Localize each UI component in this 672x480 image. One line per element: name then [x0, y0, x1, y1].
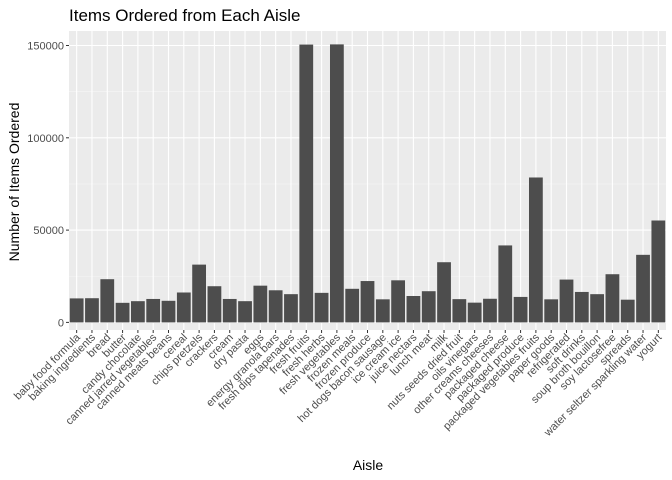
bar — [559, 279, 574, 323]
bar — [528, 177, 543, 323]
bar — [620, 299, 635, 323]
bar — [513, 296, 528, 323]
bar — [268, 290, 283, 323]
x-axis-title: Aisle — [353, 457, 384, 473]
bar — [437, 262, 451, 323]
bar — [69, 298, 84, 323]
bar — [590, 294, 605, 323]
bar — [391, 280, 406, 323]
y-axis-title: Number of Items Ordered — [6, 103, 22, 262]
bar — [452, 299, 467, 323]
bar — [483, 298, 497, 323]
bar — [329, 44, 344, 323]
y-tick-label: 150000 — [27, 41, 64, 53]
bar — [207, 286, 222, 323]
bar — [314, 292, 329, 323]
bar — [636, 254, 650, 323]
bar — [115, 302, 130, 323]
bar — [544, 299, 559, 323]
bar — [605, 274, 620, 323]
bar — [406, 296, 421, 323]
bar — [222, 298, 237, 323]
bar — [498, 245, 513, 323]
y-axis: 0 50000 100000 150000 — [27, 41, 69, 329]
bar — [360, 281, 375, 323]
chart-title: Items Ordered from Each Aisle — [69, 6, 300, 25]
bar — [146, 298, 161, 323]
bar — [421, 291, 436, 323]
bar — [299, 44, 314, 323]
bar — [253, 285, 268, 323]
y-tick-label: 50000 — [33, 225, 64, 237]
bar — [284, 294, 298, 323]
bar — [651, 220, 666, 323]
bar — [345, 288, 360, 323]
bar — [467, 302, 482, 323]
bar — [192, 264, 207, 323]
bar — [161, 300, 176, 323]
bar — [238, 301, 252, 323]
bar — [574, 291, 589, 323]
bar — [130, 301, 145, 323]
y-tick-label: 0 — [58, 317, 64, 329]
bar — [100, 279, 115, 323]
bar — [375, 299, 390, 323]
x-tick-label: baby food formula — [12, 331, 83, 402]
bars — [69, 44, 666, 323]
bar — [176, 292, 191, 323]
y-tick-label: 100000 — [27, 133, 64, 145]
bar — [85, 298, 99, 323]
